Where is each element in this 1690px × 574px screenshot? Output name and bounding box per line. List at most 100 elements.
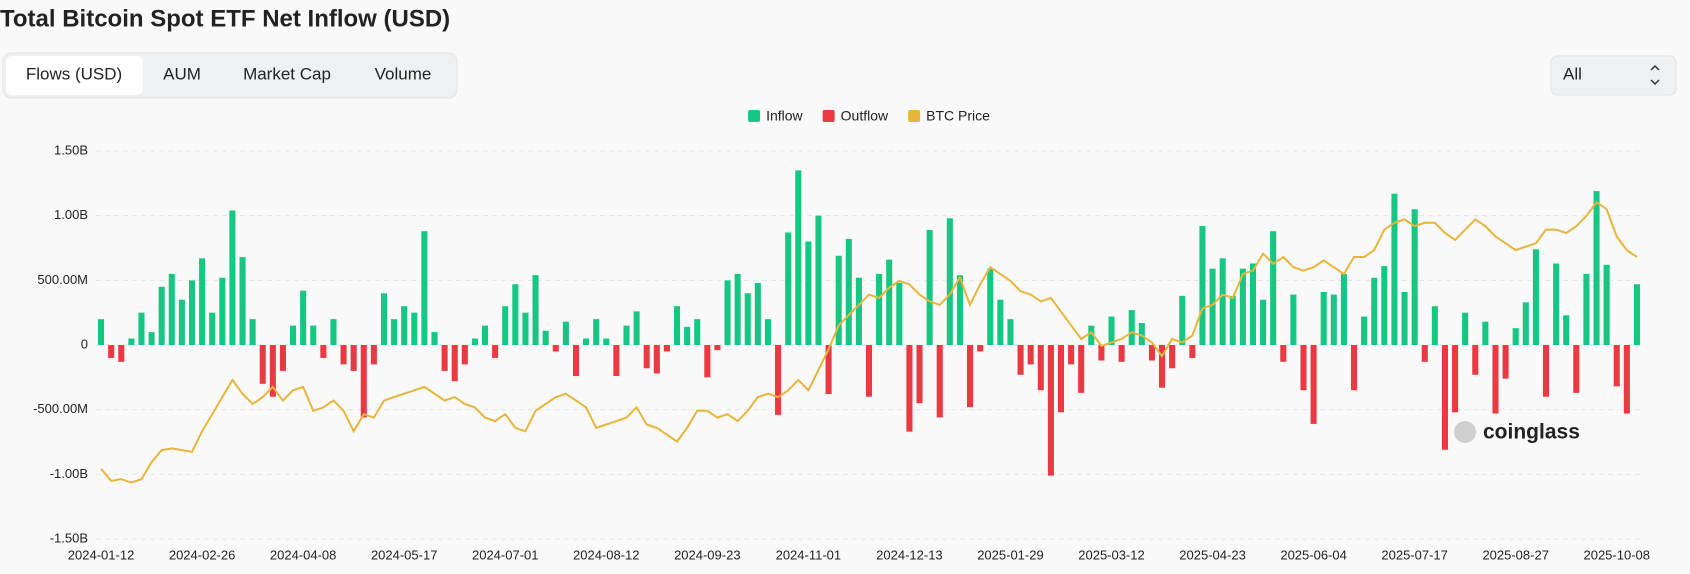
- bar: [583, 338, 590, 345]
- y-tick-label: 500.00M: [37, 272, 88, 287]
- tab[interactable]: Market Cap: [243, 64, 331, 83]
- x-tick-label: 2025-10-08: [1583, 547, 1650, 562]
- bar: [370, 345, 377, 365]
- bar: [1512, 328, 1519, 345]
- bar: [1138, 323, 1145, 345]
- x-tick-label: 2025-03-12: [1078, 547, 1145, 562]
- bar: [1330, 294, 1337, 345]
- tab[interactable]: Flows (USD): [26, 64, 122, 83]
- bar: [815, 215, 822, 345]
- bar: [421, 231, 428, 345]
- bar: [1007, 319, 1014, 345]
- bar: [1492, 345, 1499, 414]
- bar: [1270, 231, 1277, 345]
- bar: [290, 325, 297, 345]
- legend-label: BTC Price: [926, 108, 990, 124]
- bar: [532, 275, 539, 345]
- range-select[interactable]: [1550, 55, 1677, 96]
- bar: [411, 312, 418, 345]
- x-tick-label: 2025-08-27: [1482, 547, 1549, 562]
- select-arrows: [1650, 64, 1660, 86]
- bar: [643, 345, 650, 369]
- x-tick-label: 2025-01-29: [977, 547, 1044, 562]
- bar: [1623, 345, 1630, 414]
- x-tick-label: 2024-07-01: [472, 547, 539, 562]
- x-tick-label: 2025-07-17: [1381, 547, 1448, 562]
- bar: [1219, 258, 1226, 345]
- x-tick-label: 2025-04-23: [1179, 547, 1246, 562]
- bar: [1633, 284, 1640, 345]
- bar: [492, 345, 499, 358]
- y-tick-label: 1.50B: [54, 142, 88, 157]
- bar: [855, 277, 862, 345]
- y-tick-label: -500.00M: [33, 401, 88, 416]
- bar: [1169, 345, 1176, 369]
- bar: [1482, 321, 1489, 345]
- bar: [684, 326, 691, 345]
- bar: [1431, 306, 1438, 345]
- bar: [229, 210, 236, 345]
- bar: [310, 325, 317, 345]
- bar: [380, 293, 388, 345]
- bar: [1371, 277, 1378, 345]
- bar: [623, 325, 630, 345]
- bar: [1027, 345, 1034, 365]
- bar: [876, 273, 883, 345]
- bar: [1047, 345, 1054, 476]
- tab-active-bg: [6, 56, 143, 95]
- bar: [562, 321, 569, 345]
- price-line: [100, 200, 1638, 484]
- tab[interactable]: Volume: [375, 64, 432, 83]
- bar: [1593, 191, 1600, 345]
- bar: [118, 345, 125, 362]
- bar: [1401, 291, 1408, 345]
- bar: [199, 258, 206, 345]
- bar: [1613, 345, 1620, 387]
- bar: [249, 319, 256, 345]
- bar: [461, 345, 468, 365]
- bar: [1159, 345, 1166, 388]
- y-tick-label: 1.00B: [54, 207, 88, 222]
- range-value[interactable]: All: [1563, 64, 1582, 83]
- x-tick-label: 2024-04-08: [270, 547, 337, 562]
- bar: [764, 319, 771, 345]
- bar: [987, 268, 994, 345]
- bar: [785, 232, 792, 345]
- bar: [603, 338, 610, 345]
- tab[interactable]: AUM: [163, 64, 201, 83]
- bar: [724, 280, 731, 345]
- bar: [188, 280, 196, 345]
- bar: [1350, 345, 1358, 391]
- bar: [572, 345, 579, 377]
- bar: [391, 319, 398, 345]
- bar: [451, 345, 458, 382]
- bar: [997, 299, 1004, 345]
- bar: [593, 319, 600, 345]
- bar: [1381, 266, 1388, 345]
- bar: [269, 345, 276, 397]
- bar: [663, 345, 670, 352]
- bar: [1148, 345, 1155, 361]
- bar: [158, 286, 165, 345]
- bar: [1057, 345, 1065, 413]
- bar: [128, 338, 135, 345]
- bar: [1522, 302, 1529, 345]
- bar: [138, 312, 145, 345]
- bar: [320, 345, 327, 358]
- bar: [1553, 263, 1560, 345]
- bar: [1452, 345, 1459, 413]
- bar: [1037, 345, 1044, 391]
- bar: [1078, 345, 1085, 393]
- x-tick-label: 2025-06-04: [1280, 547, 1347, 562]
- bar: [1573, 345, 1580, 393]
- bar: [1320, 291, 1327, 345]
- bar: [886, 259, 893, 345]
- bar: [1603, 264, 1610, 345]
- bar: [1532, 249, 1539, 345]
- bar: [825, 345, 832, 395]
- legend-label: Inflow: [766, 108, 803, 124]
- bar: [1068, 345, 1075, 365]
- bar: [401, 306, 408, 345]
- bar: [1239, 268, 1246, 345]
- bar: [1361, 316, 1368, 345]
